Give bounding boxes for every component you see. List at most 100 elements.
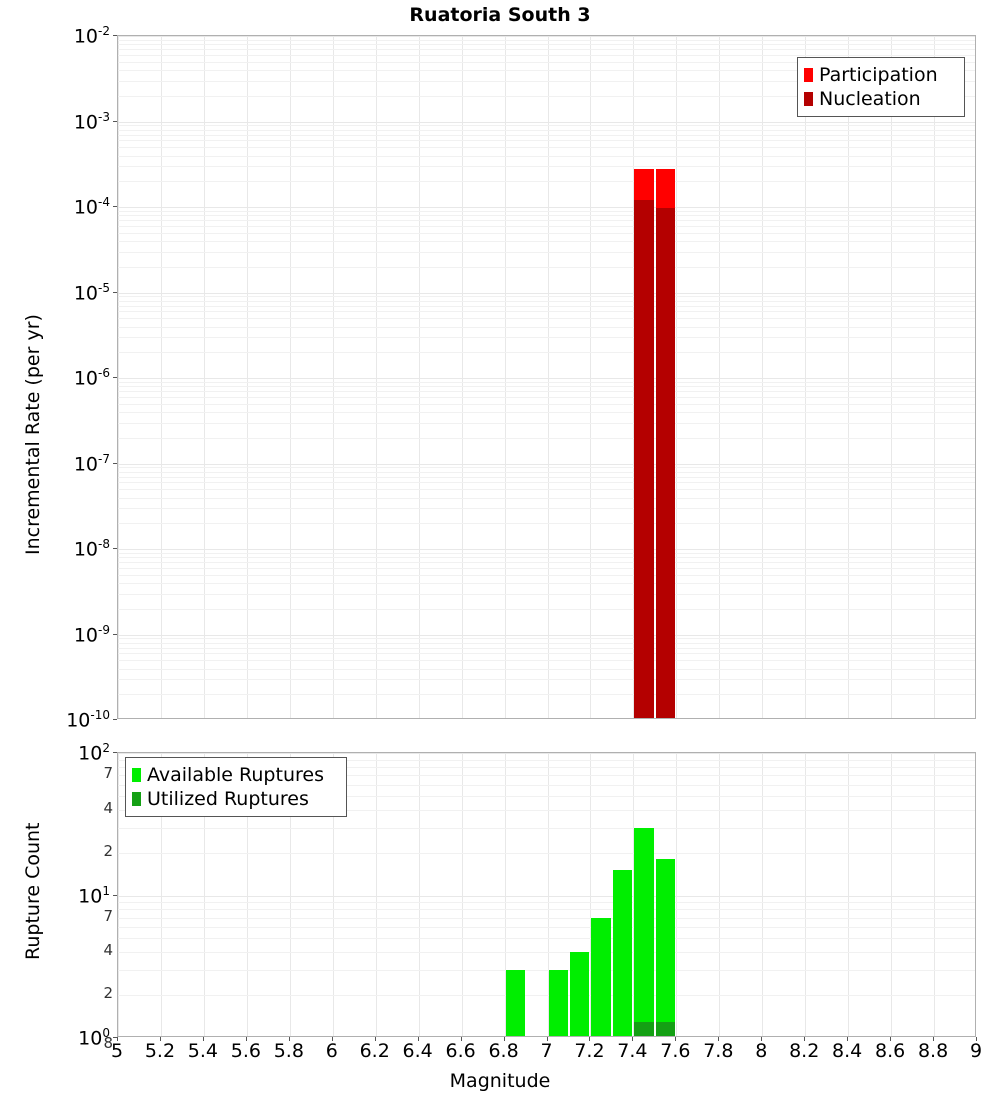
top-grid-line-h <box>118 225 975 227</box>
bottom-grid-line-v <box>504 753 506 1036</box>
x-tick-mark <box>374 1037 376 1041</box>
top-grid-line-h <box>118 44 975 46</box>
bottom-y-minor-tick: 7 <box>103 764 113 783</box>
legend-color-swatch <box>804 92 813 106</box>
x-tick-mark <box>288 1037 290 1041</box>
top-grid-line-h <box>118 305 975 307</box>
top-legend-item: Participation <box>804 63 956 87</box>
legend-label: Available Ruptures <box>147 763 324 786</box>
top-grid-line-v <box>590 36 592 718</box>
top-grid-line-h <box>118 508 975 510</box>
bottom-grid-line-h <box>118 809 975 811</box>
top-grid-line-v <box>289 36 291 718</box>
top-grid-line-h <box>118 215 975 217</box>
top-grid-line-h <box>118 642 975 644</box>
x-tick: 5.8 <box>273 1040 304 1062</box>
x-tick: 6.8 <box>488 1040 519 1062</box>
x-tick: 6.4 <box>402 1040 433 1062</box>
bottom-grid-line-v <box>891 753 893 1036</box>
x-tick: 6.6 <box>445 1040 476 1062</box>
top-grid-line-h <box>118 437 975 439</box>
x-tick-mark <box>847 1037 849 1041</box>
top-grid-line-h <box>118 386 975 388</box>
top-grid-line-h <box>118 337 975 339</box>
top-y-tick: 10-5 <box>73 280 110 304</box>
top-legend-item: Nucleation <box>804 87 956 111</box>
incremental-rate-plot <box>117 35 976 719</box>
x-tick-mark <box>718 1037 720 1041</box>
bottom-grid-line-h <box>118 895 975 897</box>
x-tick-mark <box>245 1037 247 1041</box>
x-tick: 6 <box>325 1040 338 1062</box>
top-grid-line-h <box>118 140 975 142</box>
top-grid-line-h <box>118 552 975 554</box>
x-tick-mark <box>417 1037 419 1041</box>
x-tick-mark <box>503 1037 505 1041</box>
top-grid-line-h <box>118 147 975 149</box>
top-grid-line-h <box>118 557 975 559</box>
utilized-ruptures-bar <box>634 1021 654 1036</box>
bottom-grid-line-v <box>848 753 850 1036</box>
x-tick: 5.4 <box>187 1040 218 1062</box>
top-grid-line-h <box>118 608 975 610</box>
top-grid-line-h <box>118 166 975 168</box>
top-legend: Participation Nucleation <box>797 57 965 117</box>
bottom-y-tick-mark <box>113 1037 117 1038</box>
bottom-grid-line-h <box>118 995 975 997</box>
top-grid-line-h <box>118 412 975 414</box>
top-grid-line-h <box>118 574 975 576</box>
top-grid-line-h <box>118 476 975 478</box>
top-grid-line-h <box>118 326 975 328</box>
bottom-grid-line-v <box>418 753 420 1036</box>
bottom-grid-line-h <box>118 784 975 786</box>
legend-label: Utilized Ruptures <box>147 787 309 810</box>
top-grid-line-v <box>504 36 506 718</box>
x-tick: 8 <box>755 1040 768 1062</box>
x-tick-mark <box>976 1037 977 1041</box>
bottom-grid-line-h <box>118 927 975 929</box>
available-ruptures-bar <box>569 952 590 1036</box>
legend-color-swatch <box>132 768 141 782</box>
bottom-grid-line-h <box>118 902 975 904</box>
top-grid-line-v <box>547 36 549 718</box>
bottom-y-minor-tick: 4 <box>103 941 113 960</box>
bottom-grid-line-h <box>118 909 975 911</box>
top-y-tick-mark <box>113 206 117 207</box>
bottom-y-minor-tick: 4 <box>103 798 113 817</box>
top-grid-line-v <box>461 36 463 718</box>
top-y-tick-mark <box>113 120 117 122</box>
top-y-tick-mark <box>113 35 117 36</box>
top-grid-line-h <box>118 70 975 72</box>
x-tick: 5 <box>110 1040 124 1062</box>
top-grid-line-h <box>118 638 975 640</box>
top-grid-line-h <box>118 463 975 465</box>
bottom-legend-item: Available Ruptures <box>132 763 338 787</box>
bottom-y-minor-tick: 8 <box>103 1034 113 1053</box>
top-grid-line-h <box>118 121 975 123</box>
top-grid-line-h <box>118 489 975 491</box>
nucleation-bar <box>634 200 654 718</box>
top-y-tick-mark <box>113 377 117 378</box>
top-grid-line-h <box>118 668 975 670</box>
bottom-y-tick-mark <box>113 894 117 896</box>
top-y-tick: 10-6 <box>73 366 110 390</box>
top-grid-line-h <box>118 653 975 655</box>
x-tick: 7.8 <box>703 1040 734 1062</box>
top-grid-line-v <box>676 36 678 718</box>
bottom-grid-line-h <box>118 766 975 768</box>
available-ruptures-bar <box>655 859 676 1036</box>
top-grid-line-h <box>118 634 975 636</box>
top-grid-line-h <box>118 266 975 268</box>
top-grid-line-h <box>118 36 975 37</box>
bottom-legend: Available Ruptures Utilized Ruptures <box>125 757 347 817</box>
top-grid-line-h <box>118 381 975 383</box>
x-tick-mark <box>675 1037 677 1041</box>
top-grid-line-h <box>118 562 975 564</box>
top-grid-line-h <box>118 251 975 253</box>
top-grid-line-h <box>118 660 975 662</box>
bottom-y-minor-tick: 7 <box>103 906 113 925</box>
bottom-grid-line-h <box>118 938 975 940</box>
bottom-grid-line-v <box>805 753 807 1036</box>
x-tick-mark <box>117 1037 118 1041</box>
